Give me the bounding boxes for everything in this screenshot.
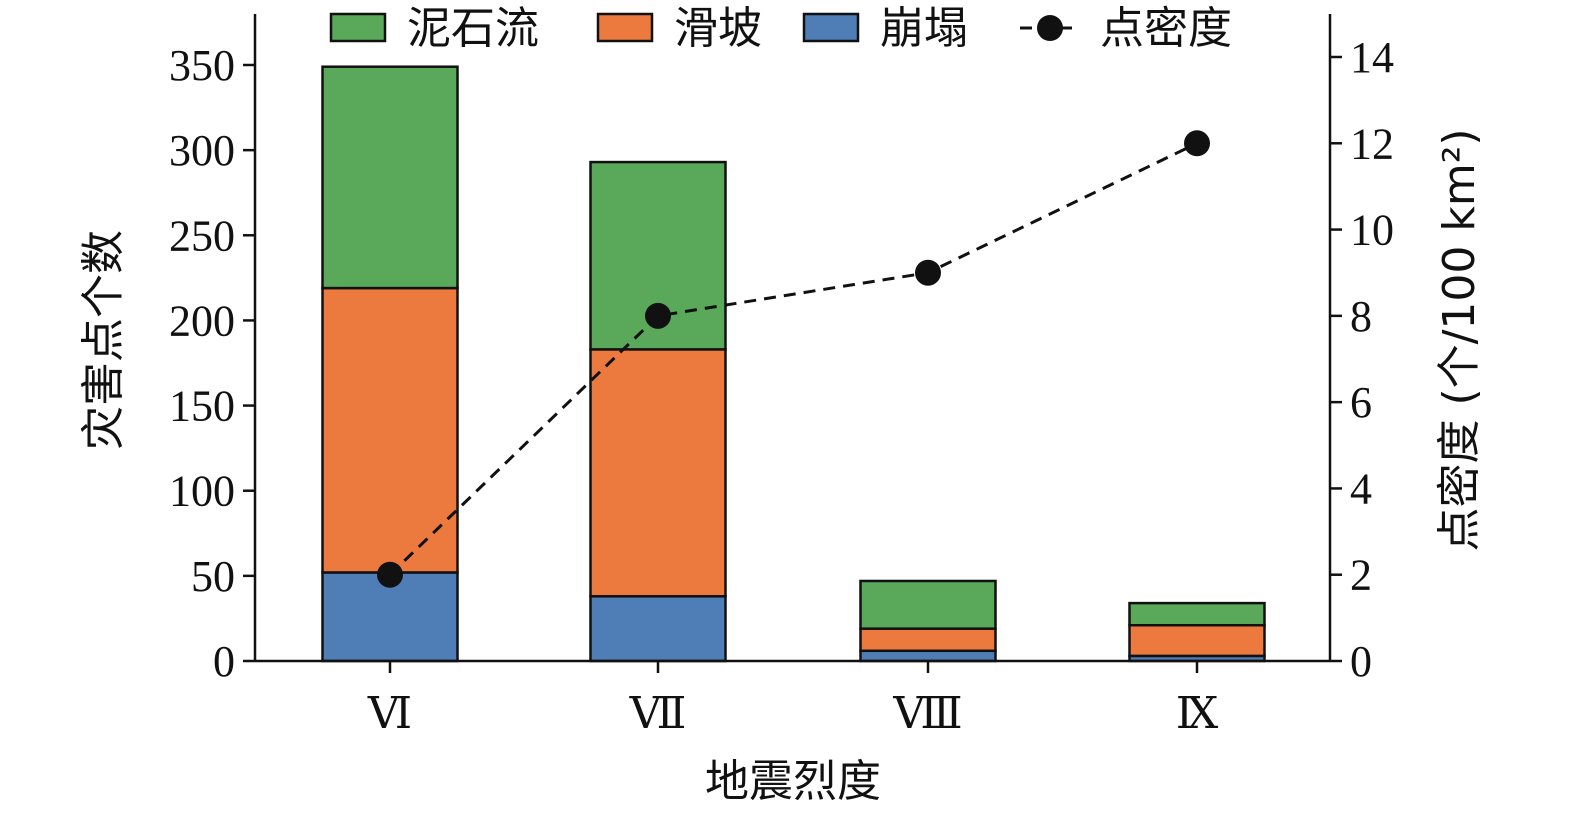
legend-label-1: 泥石流 [407,3,539,54]
bar-segment-3-1 [321,65,459,290]
y-tick-label-2: 50 [191,552,235,601]
legend-label-density: 点密度 [1100,3,1232,54]
x-tick-label-1: Ⅵ [367,689,412,738]
y-tick-label-1: 0 [213,637,235,686]
y2-tick-label-2: 2 [1350,551,1372,600]
bar-segment-2-1 [321,286,459,574]
bar-segment-2-3 [859,627,997,653]
y-tick-label-4: 150 [169,382,235,431]
y2-axis-title: 点密度 (个/100 km²) [1434,128,1485,551]
y2-tick-label-3: 4 [1350,464,1372,513]
bar-segment-1-2 [589,595,727,663]
bar-segment-3-4 [1128,601,1266,627]
y-tick-label-3: 100 [169,467,235,516]
y2-tick-label-1: 0 [1350,637,1372,686]
y-tick-label-6: 250 [169,211,235,260]
bar-segment-2-2 [589,348,727,598]
x-tick-label-3: Ⅷ [892,689,962,738]
bar-segment-2-4 [1128,623,1266,658]
y2-tick-label-7: 12 [1350,119,1394,168]
y2-tick-label-6: 10 [1350,206,1394,255]
legend-label-3: 崩塌 [880,3,968,54]
density-point-3 [915,259,941,286]
density-line [388,141,1198,576]
x-axis-title: 地震烈度 [705,756,881,807]
x-tick-label-2: Ⅶ [629,689,687,738]
axes-layer: 0 50 100 150 200 250 300 350 0 2 4 6 8 10 12 14 Ⅵ Ⅶ Ⅷ Ⅸ [169,14,1394,738]
y2-tick-label-8: 14 [1350,33,1394,82]
legend-swatch-1 [329,12,387,43]
bar-segment-1-3 [859,649,997,663]
y-axis-title: 灾害点个数 [78,230,129,450]
legend: 泥石流 滑坡 崩塌 点密度 [329,3,1232,54]
x-tick-label-4: Ⅸ [1176,689,1219,738]
density-point-2 [645,302,671,329]
y2-tick-label-5: 8 [1350,292,1372,341]
y-tick-label-5: 200 [169,296,235,345]
y-tick-label-8: 350 [169,41,235,90]
legend-point-marker [1037,15,1063,41]
legend-swatch-3 [802,12,860,43]
density-point-1 [377,561,403,588]
y2-tick-label-4: 6 [1350,378,1372,427]
legend-swatch-2 [596,12,654,43]
density-point-4 [1184,130,1210,157]
y-tick-label-7: 300 [169,126,235,175]
bars-layer [321,65,1266,663]
bar-segment-3-3 [859,579,997,630]
legend-label-2: 滑坡 [674,3,762,54]
bar-segment-3-2 [589,160,727,351]
density-line-layer [377,130,1210,588]
